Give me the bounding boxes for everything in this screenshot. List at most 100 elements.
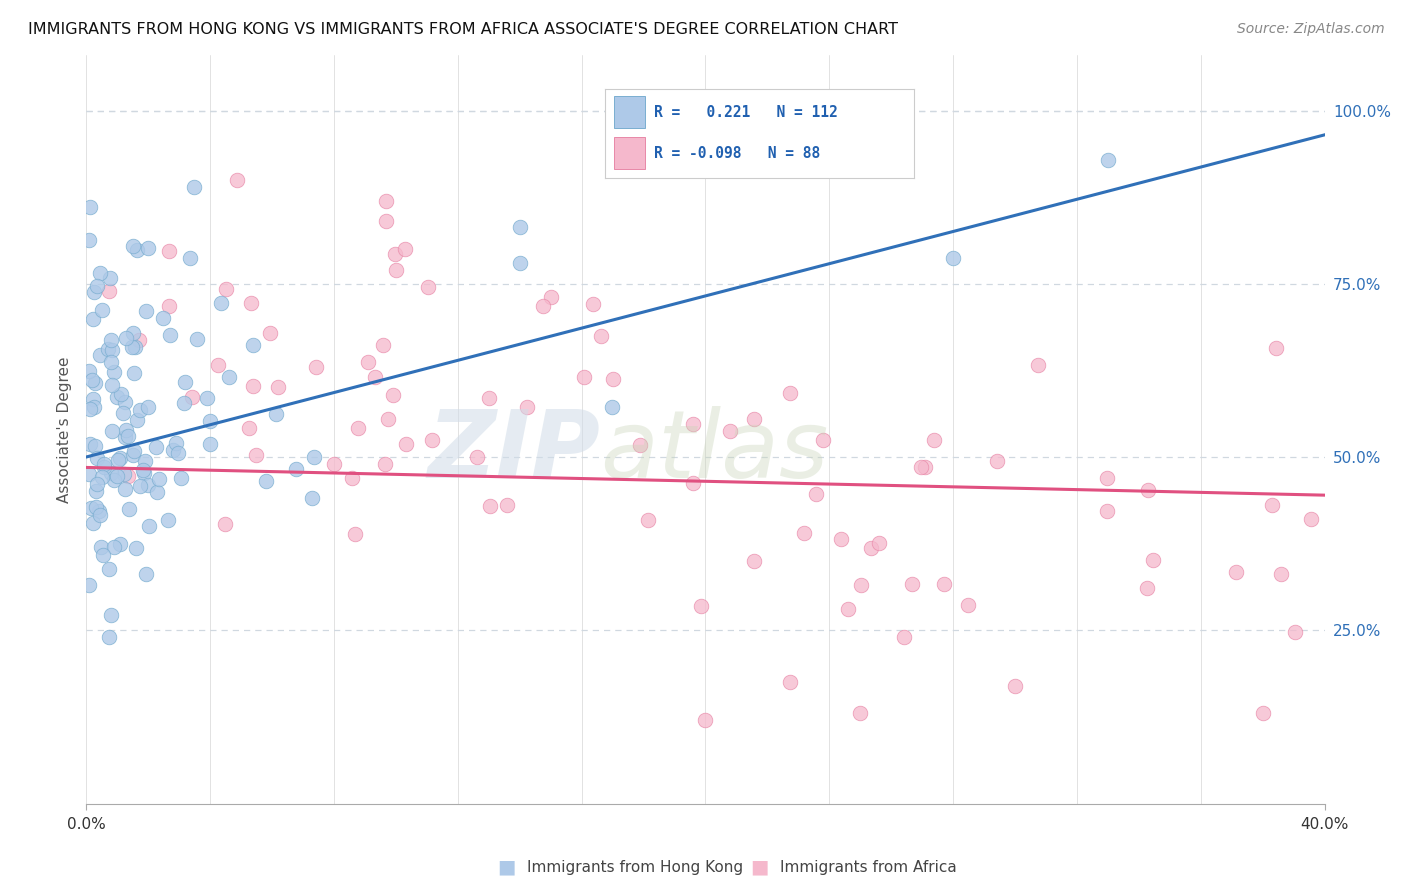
Point (136, 477, 159, 491)
Point (242, 379, 264, 393)
Point (93, 457, 115, 471)
Point (1142, 553, 1164, 567)
Point (82, 312, 104, 326)
Text: Immigrants from Hong Kong: Immigrants from Hong Kong (527, 860, 744, 874)
Point (93, 460, 115, 475)
Point (384, 247, 406, 261)
Point (121, 340, 143, 354)
Point (695, 714, 717, 728)
Point (245, 448, 267, 462)
Point (136, 400, 159, 414)
Point (849, 706, 872, 721)
Point (97, 342, 120, 356)
Point (159, 327, 181, 342)
Point (478, 499, 501, 513)
Point (242, 337, 264, 351)
Point (851, 578, 873, 592)
Point (157, 244, 180, 258)
Point (100, 333, 122, 347)
Point (82, 516, 104, 530)
Point (115, 331, 138, 345)
Point (742, 412, 765, 426)
Point (124, 340, 146, 354)
Point (114, 395, 136, 409)
Bar (614, 96, 645, 128)
Point (1261, 498, 1284, 512)
Point (478, 392, 501, 406)
Point (77, 364, 100, 378)
Text: ■: ■ (749, 857, 769, 877)
Point (91, 548, 114, 562)
Point (496, 498, 519, 512)
Point (108, 450, 131, 465)
Point (1026, 358, 1049, 372)
Point (540, 290, 562, 304)
Point (239, 295, 262, 310)
Point (173, 396, 195, 410)
Point (134, 454, 156, 468)
Point (166, 446, 188, 460)
Point (1270, 566, 1292, 581)
Point (129, 402, 152, 417)
Point (105, 469, 128, 483)
Point (374, 457, 396, 471)
Point (136, 241, 159, 255)
Point (364, 370, 387, 384)
Point (84, 483, 107, 498)
Point (779, 386, 801, 401)
Point (82, 373, 104, 387)
Text: Source: ZipAtlas.com: Source: ZipAtlas.com (1237, 22, 1385, 37)
Point (86, 451, 108, 466)
Point (170, 470, 193, 484)
Point (582, 296, 605, 310)
Point (395, 437, 418, 451)
Point (98, 271, 121, 285)
Point (602, 400, 624, 414)
Point (238, 421, 260, 435)
Point (914, 459, 936, 474)
Bar (614, 137, 645, 169)
Point (134, 466, 156, 480)
Point (89, 348, 111, 362)
Point (84, 439, 107, 453)
Point (1264, 341, 1286, 355)
Point (572, 370, 595, 384)
Point (893, 630, 915, 644)
Point (156, 513, 179, 527)
Point (80, 501, 103, 516)
Point (420, 433, 443, 447)
Point (146, 485, 169, 500)
Point (89, 508, 111, 522)
Point (374, 194, 396, 208)
Point (226, 173, 249, 187)
Point (218, 370, 240, 384)
Point (122, 239, 145, 253)
Point (394, 242, 416, 256)
Point (1095, 471, 1118, 485)
Point (122, 448, 145, 462)
Point (162, 442, 184, 457)
Point (179, 251, 201, 265)
Point (79, 200, 101, 214)
Point (114, 430, 136, 444)
Point (910, 459, 932, 474)
Point (131, 462, 153, 476)
Point (83, 285, 105, 299)
Point (377, 412, 399, 426)
Point (165, 436, 187, 450)
Point (285, 462, 308, 476)
Point (682, 417, 704, 432)
Point (157, 300, 180, 314)
Point (956, 598, 979, 612)
Point (135, 303, 157, 318)
Point (125, 541, 148, 555)
Point (779, 675, 801, 690)
Point (114, 423, 136, 437)
Point (112, 406, 135, 420)
Point (117, 429, 139, 443)
Point (103, 540, 125, 554)
Point (922, 433, 945, 447)
Point (108, 537, 131, 551)
Point (186, 332, 208, 346)
Point (689, 599, 711, 613)
